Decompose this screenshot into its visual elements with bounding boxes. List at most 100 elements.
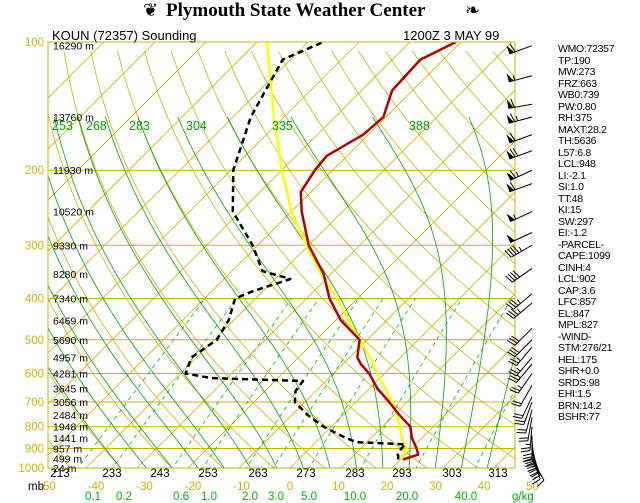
mixing-ratio-line xyxy=(112,298,238,468)
wind-barb-half-feather xyxy=(512,75,516,81)
wind-barb-shaft xyxy=(521,396,533,419)
mixing-ratio-line xyxy=(202,298,320,468)
index-entry: KI:15 xyxy=(558,204,582,216)
dry-adiabat xyxy=(277,50,515,328)
wind-barb-feather xyxy=(529,471,539,477)
wind-barb-shaft xyxy=(531,456,541,480)
index-entry: SI:1.0 xyxy=(558,181,584,193)
wind-barb xyxy=(516,409,533,434)
pressure-tick-label: 500 xyxy=(25,335,44,347)
wind-barb-shaft xyxy=(513,293,533,310)
pressure-tick-label: 800 xyxy=(25,422,44,434)
index-entry: LCL:948 xyxy=(558,158,596,170)
height-label: 1441 m xyxy=(53,433,88,445)
wind-barb-feather xyxy=(511,386,521,392)
wind-barb-feather xyxy=(514,422,524,426)
wind-barb-flag xyxy=(506,99,514,109)
wind-barb-feather xyxy=(514,413,524,417)
wind-barb xyxy=(506,43,533,55)
temperature-tick-label: -10 xyxy=(233,481,250,493)
dry-adiabat xyxy=(224,50,515,393)
wind-barb-shaft xyxy=(525,409,533,434)
wind-barb-feather xyxy=(508,310,517,317)
height-label: 11930 m xyxy=(53,165,93,177)
wind-barb-feather xyxy=(510,368,519,374)
wind-barb xyxy=(506,181,533,193)
wind-barb-half-feather xyxy=(516,374,521,379)
wind-barb xyxy=(520,426,533,453)
moist-adiabat xyxy=(290,116,412,468)
wind-barb-flag xyxy=(506,213,515,222)
dry-adiabat xyxy=(48,438,71,468)
wind-barb-feather xyxy=(509,349,518,356)
wind-barb-shaft xyxy=(510,232,533,244)
dry-adiabat xyxy=(358,50,515,233)
dry-adiabat xyxy=(600,51,640,477)
mixing-ratio-line xyxy=(308,298,416,468)
height-label: 9330 m xyxy=(53,240,88,252)
moist-adiabat xyxy=(372,116,447,468)
temperature-tick-label: 0 xyxy=(287,481,293,493)
wind-barb-feather xyxy=(509,389,519,394)
wind-barb-feather xyxy=(508,377,517,383)
index-entry: MAXT:28.2 xyxy=(558,123,607,136)
dewpoint-line xyxy=(184,42,407,460)
wind-barb-feather xyxy=(512,415,522,419)
wind-barb-feather xyxy=(520,450,530,453)
mixing-ratio-label: 20.0 xyxy=(396,491,418,503)
temperature-line xyxy=(299,42,457,461)
wind-barb xyxy=(506,327,533,346)
wind-barb-shaft xyxy=(509,183,533,193)
mixing-ratio-line xyxy=(172,298,292,468)
wind-barb xyxy=(506,169,533,181)
index-entry: -PARCEL- xyxy=(558,238,604,251)
mixing-ratio-label: 3.0 xyxy=(268,491,284,503)
moist-adiabat xyxy=(48,366,122,468)
sounding-series xyxy=(184,42,457,461)
isotherm xyxy=(85,42,513,468)
wind-barb-flag xyxy=(506,45,515,54)
index-entry: WMO:72357 xyxy=(558,43,615,55)
height-label: 13760 m xyxy=(53,112,94,124)
isotherm xyxy=(289,242,515,468)
wind-barb-feather xyxy=(507,248,515,257)
mixing-ratio-line xyxy=(474,388,515,468)
wind-barb-shaft xyxy=(523,401,533,425)
wind-barb-feather xyxy=(522,456,533,460)
pressure-tick-label: 300 xyxy=(25,240,44,252)
wind-barb-shaft xyxy=(527,417,533,441)
wind-barb-feather xyxy=(512,270,521,278)
mixing-ratio-line xyxy=(272,298,384,468)
wind-barb-feather xyxy=(509,247,517,255)
index-entry: MPL:827 xyxy=(558,319,598,331)
wind-barb xyxy=(508,363,533,383)
mixing-ratio-line xyxy=(245,298,360,468)
dry-adiabat xyxy=(170,50,515,460)
moist-adiabat xyxy=(486,352,515,468)
page-title: Plymouth State Weather Center xyxy=(166,0,426,21)
pressure-tick-label: 900 xyxy=(25,444,44,456)
wind-barb-feather xyxy=(536,479,545,487)
wind-barb xyxy=(509,373,533,394)
index-entry: EL:847 xyxy=(558,307,590,320)
wind-barb-feather xyxy=(509,43,516,53)
isotherm xyxy=(442,395,515,468)
moist-adiabat xyxy=(48,284,173,468)
wind-barb-feather xyxy=(510,308,519,316)
parcel-line xyxy=(265,42,408,461)
wind-barb-feather xyxy=(522,453,533,457)
height-label: 16290 m xyxy=(53,41,94,53)
wind-barb-shaft xyxy=(514,327,533,346)
dry-adiabat xyxy=(48,370,122,468)
station-label: KOUN (72357) Sounding xyxy=(52,28,197,43)
moist-adiabat xyxy=(48,234,199,468)
mixing-ratio-label: 5.0 xyxy=(301,491,317,503)
wind-barb-feather xyxy=(509,181,516,191)
wind-barb xyxy=(512,396,533,419)
wind-barb xyxy=(522,435,533,463)
index-entry: STM:276/21 xyxy=(558,342,613,354)
temperature-tick-label: -50 xyxy=(39,481,56,493)
theta-label: 304 xyxy=(186,119,207,133)
wind-barb-feather xyxy=(527,467,537,472)
